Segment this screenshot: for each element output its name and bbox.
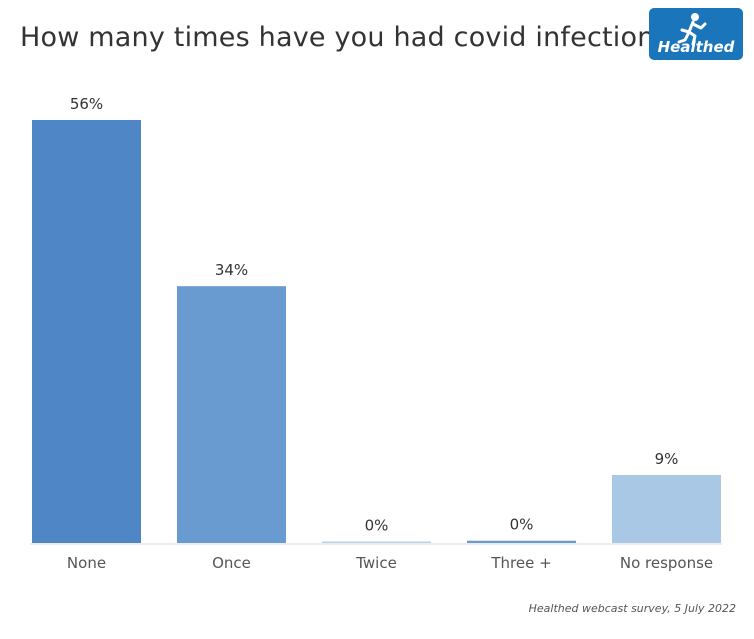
bars-group <box>32 120 721 543</box>
value-label-once: 34% <box>215 261 248 279</box>
bar-none <box>32 120 141 543</box>
bar-chart: 56% 34% 0% 0% 9% None Once Twice Three + No resp… <box>30 95 722 572</box>
category-label-none: None <box>67 554 106 572</box>
bar-three <box>467 540 576 543</box>
category-label-no-response: No response <box>620 554 713 572</box>
category-labels-group: None Once Twice Three + No response <box>67 554 713 572</box>
value-label-no-response: 9% <box>655 450 679 468</box>
healthed-logo: Healthed <box>649 8 743 60</box>
bar-twice <box>322 541 431 543</box>
value-label-none: 56% <box>70 95 103 113</box>
category-label-once: Once <box>212 554 251 572</box>
value-label-three: 0% <box>510 516 534 534</box>
value-label-twice: 0% <box>365 516 389 534</box>
category-label-three: Three + <box>490 554 551 572</box>
bar-no-response <box>612 475 721 543</box>
source-note: Healthed webcast survey, 5 July 2022 <box>528 602 736 615</box>
logo-text: Healthed <box>657 38 735 56</box>
value-labels-group: 56% 34% 0% 0% 9% <box>70 95 679 534</box>
runner-icon <box>677 13 707 46</box>
chart-title: How many times have you had covid infect… <box>20 22 670 53</box>
bar-once <box>177 286 286 543</box>
category-label-twice: Twice <box>355 554 397 572</box>
